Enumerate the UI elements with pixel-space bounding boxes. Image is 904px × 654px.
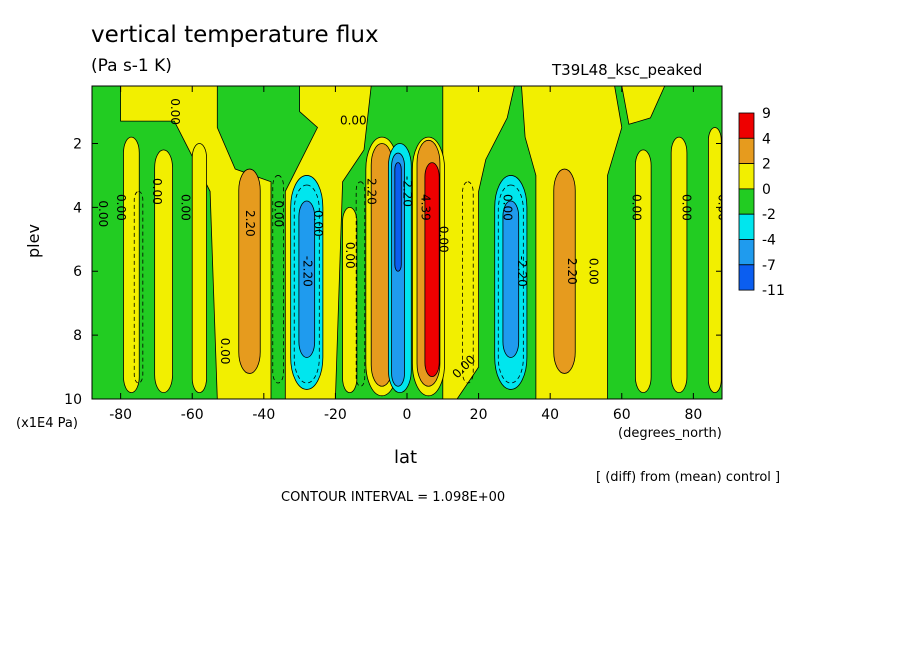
contour-label-17: 0.00: [501, 194, 515, 221]
band-yellow-76: [670, 136, 688, 394]
y-axis-unit: (x1E4 Pa): [16, 416, 78, 431]
chart-units: (Pa s-1 K): [91, 56, 172, 76]
x-tick-label: -40: [252, 407, 275, 423]
colorbar-swatch: [738, 112, 755, 139]
band-yellow-north-top: [621, 86, 666, 125]
contour-label-19: 2.20: [565, 258, 579, 285]
band-yellow-south-upper: [120, 86, 272, 399]
band-yellow-66: [634, 149, 652, 394]
contour-interval: CONTOUR INTERVAL = 1.098E+00: [281, 490, 506, 505]
core-orange-minus44: [238, 168, 261, 374]
colorbar-label: -2: [762, 207, 776, 223]
x-axis-label: lat: [394, 447, 418, 468]
colorbar-label: -11: [762, 283, 785, 299]
core-orange-44: [553, 168, 576, 374]
colorbar-label: 4: [762, 131, 771, 147]
x-axis-unit: (degrees_north): [618, 426, 722, 441]
contour-fills: 0.00 0.00 0.00 0.00 0.00 0.00 2.20 0.00 -2.20 0.0…: [92, 86, 722, 399]
contour-label-11: 2.20: [365, 178, 379, 205]
band-yellow-minus58: [191, 143, 207, 394]
colorbar: 9 4 2 0 -2 -4 -7 -11: [738, 106, 785, 299]
colorbar-label: 0: [762, 182, 771, 198]
contour-label-13: -2.20: [401, 176, 415, 207]
contour-label-10: 0.00: [343, 242, 357, 269]
contour-label-14: 4.39: [418, 194, 432, 221]
contour-label-2: 0.00: [150, 178, 164, 205]
x-tick-label: 80: [684, 407, 702, 423]
contour-label-18: -2.20: [515, 256, 529, 287]
x-tick-label: -60: [181, 407, 204, 423]
plot-area: 0.00 0.00 0.00 0.00 0.00 0.00 2.20 0.00 -2.20 0.0…: [92, 86, 722, 399]
dashed-contour-3: [462, 181, 474, 384]
contour-label-1: 0.00: [114, 194, 128, 221]
dashed-contour-1: [272, 175, 284, 384]
band-yellow-86: [707, 127, 722, 394]
colorbar-label: -4: [762, 233, 776, 249]
colorbar-swatch: [738, 188, 755, 215]
chart-title: vertical temperature flux: [91, 22, 379, 48]
x-tick-label: 40: [541, 407, 559, 423]
contour-label-0: 0.00: [96, 200, 110, 227]
dashed-contour-5: [497, 184, 524, 384]
contour-label-22: 0.00: [680, 194, 694, 221]
y-tick-label: 10: [64, 392, 82, 408]
y-tick-label: 6: [73, 264, 82, 280]
y-tick-label: 4: [73, 200, 82, 216]
colorbar-label: -7: [762, 258, 776, 274]
colorbar-swatch: [738, 239, 755, 266]
dashed-contour-0: [133, 190, 144, 384]
contour-label-8: -2.20: [300, 256, 314, 287]
eq-darkblue: [394, 162, 402, 272]
x-tick-label: 0: [403, 407, 412, 423]
band-yellow-minus68: [154, 149, 173, 394]
colorbar-swatch: [738, 163, 755, 190]
colorbar-swatch: [738, 137, 755, 165]
eq-red: [424, 162, 440, 378]
band-yellow-minus77: [123, 136, 140, 394]
contour-label-20: 0.00: [587, 258, 601, 285]
dashed-contour-4: [293, 184, 320, 384]
colorbar-swatch: [738, 264, 755, 291]
contour-label-15: 0.00: [436, 226, 450, 253]
colorbar-label: 9: [762, 106, 771, 122]
contour-label-3: 0.00: [179, 194, 193, 221]
colorbar-label: 2: [762, 157, 771, 173]
x-tick-label: -20: [324, 407, 347, 423]
diff-note: [ (diff) from (mean) control ]: [596, 470, 781, 485]
run-label: T39L48_ksc_peaked: [552, 61, 703, 79]
core-blue-29: [502, 200, 520, 358]
contour-label-12: 0.00: [340, 114, 367, 128]
x-tick-label: 60: [613, 407, 631, 423]
contour-label-21: 0.00: [630, 194, 644, 221]
x-tick-label: 20: [470, 407, 488, 423]
axes: -80 -60 -40 -20 0 20 40 60 80 2 4 6 8 10: [64, 85, 723, 423]
contour-label-9: 0.00: [311, 210, 325, 237]
y-tick-label: 2: [73, 136, 82, 152]
contour-label-5: 0.00: [218, 338, 232, 365]
contour-label-6: 2.20: [243, 210, 257, 237]
core-blue-minus28: [298, 200, 316, 358]
dashed-contour-2: [355, 181, 366, 387]
colorbar-swatch: [738, 213, 755, 240]
contour-label-7: 0.00: [272, 200, 286, 227]
y-tick-label: 8: [73, 328, 82, 344]
contour-label-4: 0.00: [168, 98, 182, 125]
band-yellow-minus16: [342, 206, 358, 394]
x-tick-label: -80: [109, 407, 132, 423]
